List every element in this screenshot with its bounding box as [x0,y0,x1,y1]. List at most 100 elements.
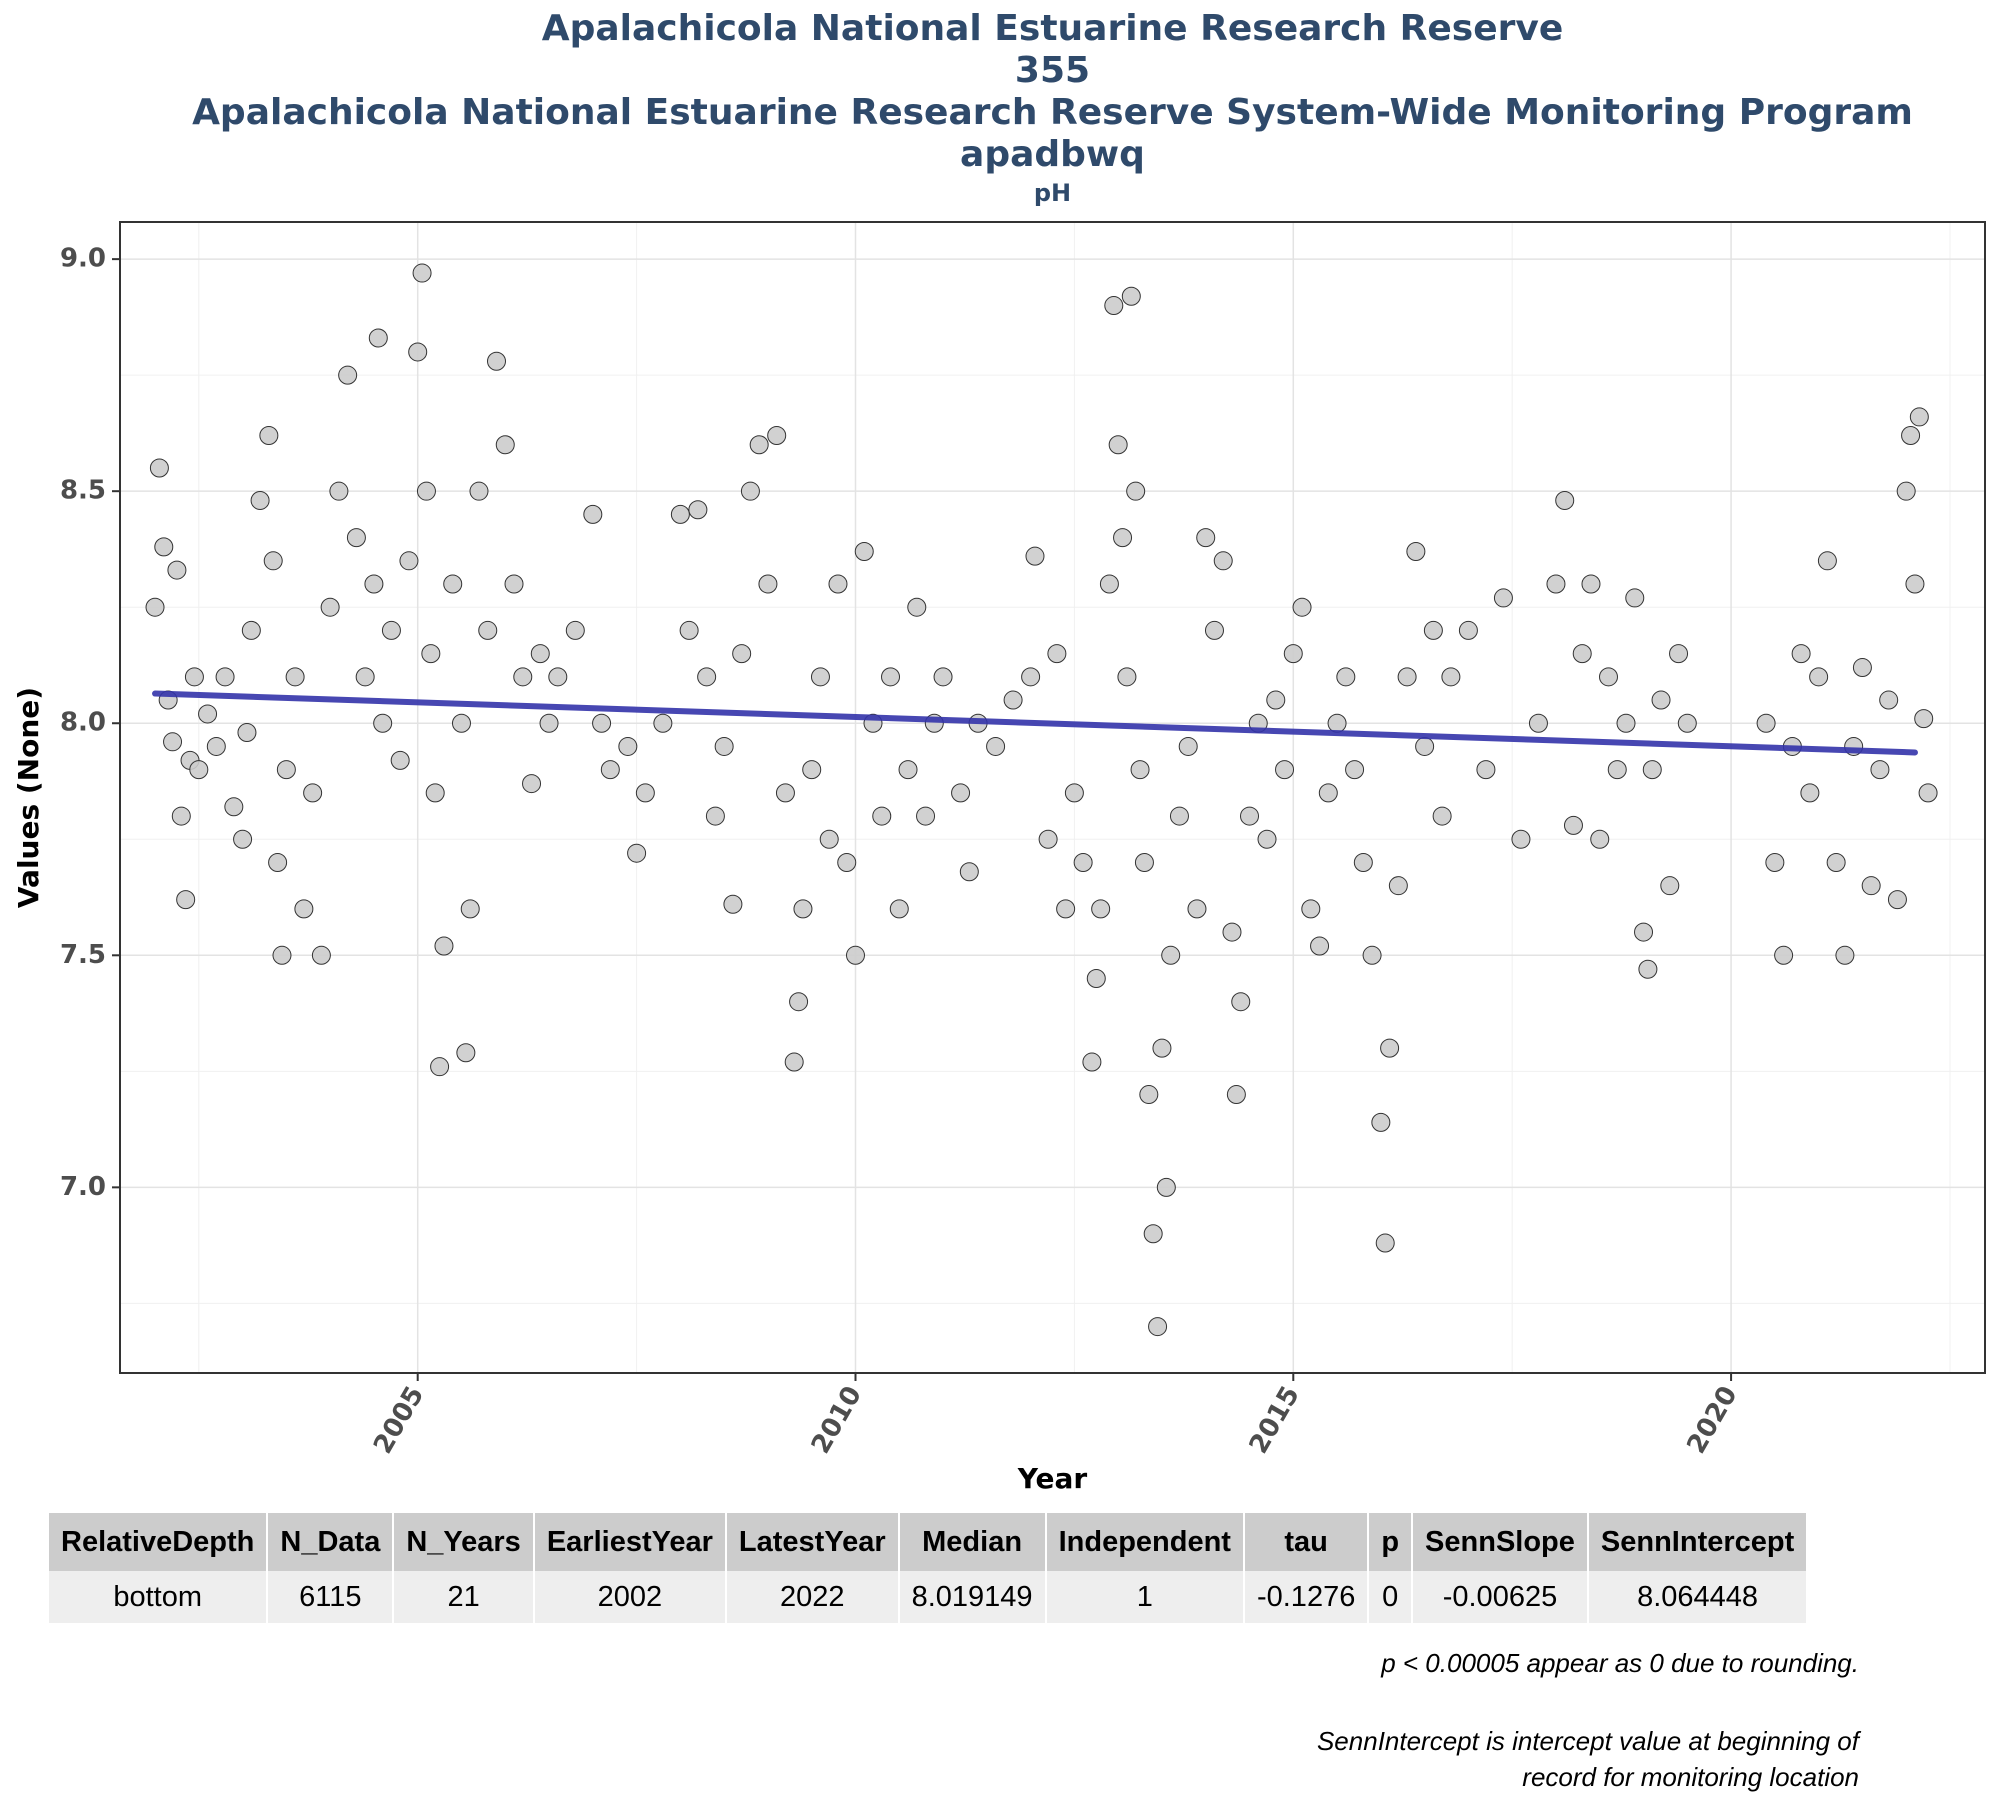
data-point [714,736,734,756]
data-point [592,713,612,733]
data-point [1301,899,1321,919]
data-point [1887,890,1907,910]
data-point [1756,713,1776,733]
data-point [819,829,839,849]
data-point [1139,1085,1159,1105]
data-point [184,667,204,687]
x-axis-ticks: 2005 2010 2015 2020 [368,1373,1744,1459]
data-point [583,504,603,524]
data-point [364,574,384,594]
data-point [1292,597,1312,617]
data-point [1143,1224,1163,1244]
data-point [1213,551,1233,571]
data-point [1660,876,1680,896]
data-point [145,597,165,617]
data-point [565,620,585,640]
data-point [1187,899,1207,919]
data-point [1134,852,1154,872]
data-point [338,365,358,385]
data-point [618,736,638,756]
y-tick-label: 9.0 [60,244,106,274]
footnote-rounding: p < 0.00005 appear as 0 due to rounding. [1381,1648,1859,1678]
data-point [1318,783,1338,803]
data-point [635,783,655,803]
y-tick-label: 7.0 [60,1172,106,1202]
data-point [408,342,428,362]
chart-subtitle: pH [1033,179,1072,207]
data-point [1240,806,1260,826]
data-point [504,574,524,594]
data-point [670,504,690,524]
data-point [1231,992,1251,1012]
data-points [145,263,1938,1337]
data-point [828,574,848,594]
data-point [749,435,769,455]
y-tick-label: 8.5 [60,476,106,506]
data-point [451,713,471,733]
data-point [416,481,436,501]
data-point [176,890,196,910]
data-point [1126,481,1146,501]
stats-header-cell: N_Years [394,1513,533,1571]
data-point [1025,546,1045,566]
stats-header-cell: p [1369,1513,1412,1571]
data-point [1371,1112,1391,1132]
data-point [837,852,857,872]
data-point [198,704,218,724]
data-point [793,899,813,919]
data-point [1161,945,1181,965]
data-point [250,490,270,510]
data-point [1493,588,1513,608]
data-point [460,899,480,919]
data-point [548,667,568,687]
data-point [898,760,918,780]
data-point [1563,815,1583,835]
data-point [1156,1177,1176,1197]
stats-header-cell: RelativeDepth [49,1513,267,1571]
x-tick-label: 2010 [806,1381,868,1459]
x-tick-label: 2020 [1681,1381,1743,1459]
data-point [456,1043,476,1063]
data-point [443,574,463,594]
data-point [1380,1038,1400,1058]
stats-header-cell: tau [1244,1513,1368,1571]
data-point [189,760,209,780]
data-point [1625,588,1645,608]
data-point [373,713,393,733]
title-line-1: Apalachicola National Estuarine Research… [541,8,1564,49]
data-point [1800,783,1820,803]
title-line-4: apadbwq [960,134,1145,175]
data-point [933,667,953,687]
data-point [1909,407,1929,427]
data-point [1388,876,1408,896]
data-point [986,736,1006,756]
footnote-intercept-line-2: record for monitoring location [1522,1762,1859,1792]
data-point [390,750,410,770]
stats-cell: 8.019149 [899,1571,1045,1623]
data-point [285,667,305,687]
data-point [1511,829,1531,849]
data-point [1056,899,1076,919]
data-point [1879,690,1899,710]
data-point [263,551,283,571]
data-point [1003,690,1023,710]
data-point [294,899,314,919]
data-point [368,328,388,348]
data-point [1835,945,1855,965]
data-point [1638,959,1658,979]
data-point [1669,644,1689,664]
data-point [1178,736,1198,756]
data-point [1458,620,1478,640]
data-point [1598,667,1618,687]
data-point [907,597,927,617]
data-point [653,713,673,733]
data-point [1861,876,1881,896]
data-point [1130,760,1150,780]
data-point [346,528,366,548]
data-point [434,936,454,956]
data-point [1423,620,1443,640]
data-point [167,560,187,580]
table-row: bottom 6115 21 2002 2022 8.019149 1 -0.1… [49,1571,1807,1623]
x-tick-label: 2005 [368,1381,430,1459]
data-point [154,537,174,557]
